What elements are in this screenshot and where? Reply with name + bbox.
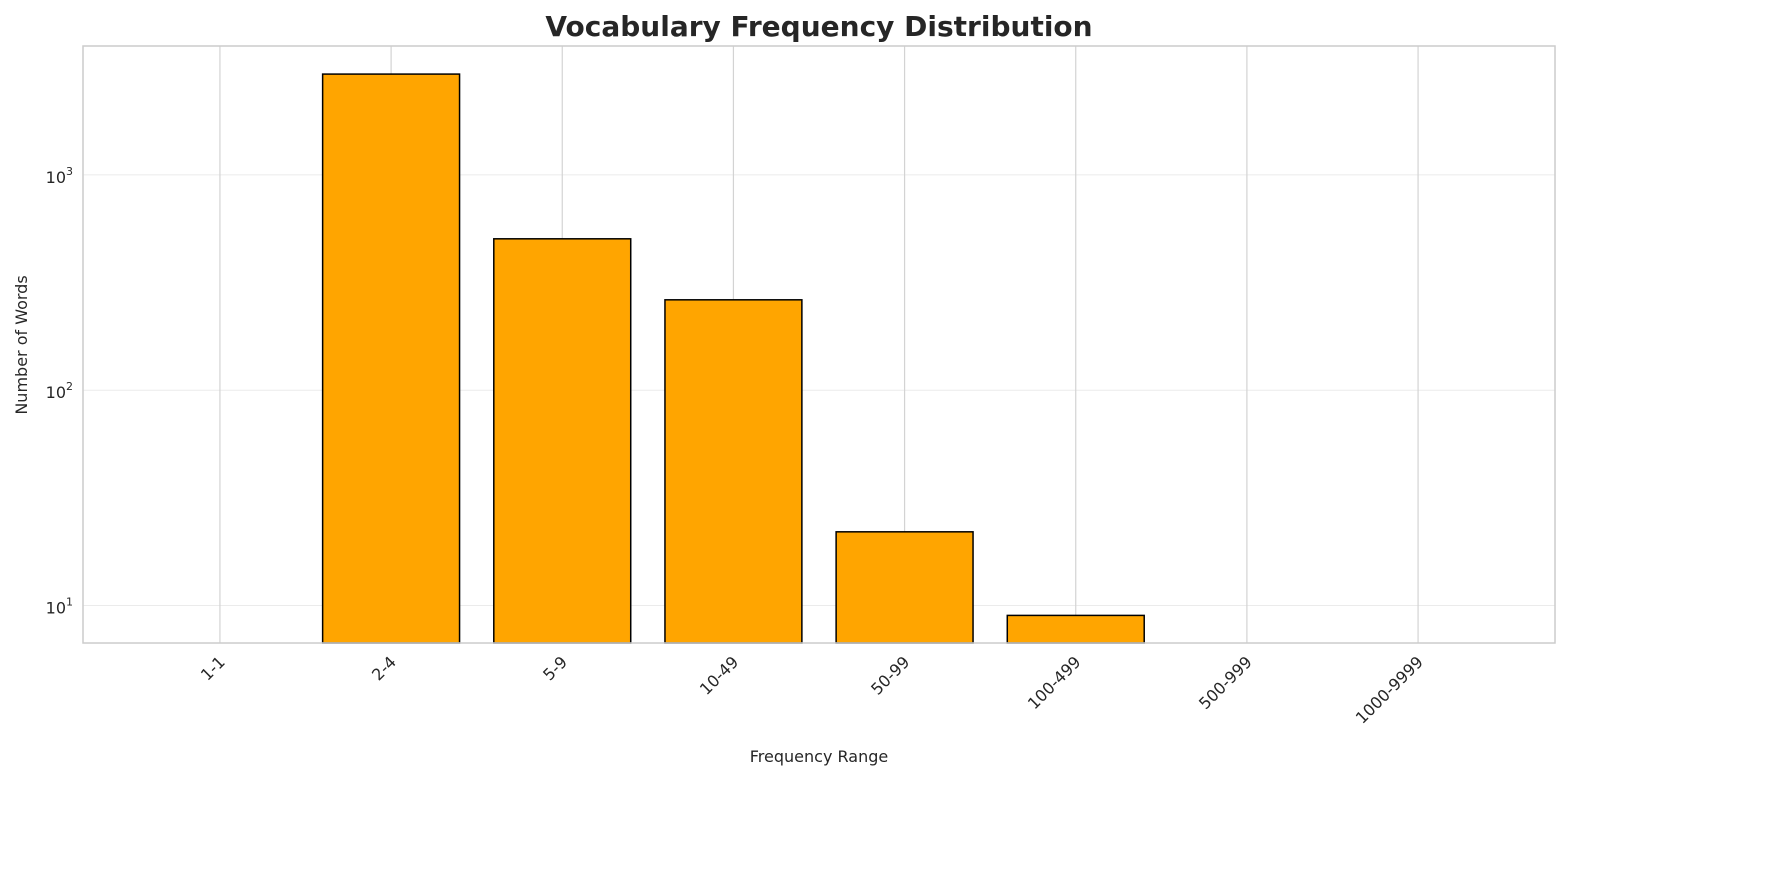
x-axis-label: Frequency Range <box>750 747 888 766</box>
x-tick-label: 2-4 <box>368 652 400 684</box>
x-tick-label: 1000-9999 <box>1352 652 1427 727</box>
chart-title: Vocabulary Frequency Distribution <box>545 10 1092 43</box>
y-axis-label: Number of Words <box>12 275 31 414</box>
bar-100-499 <box>1006 614 1145 644</box>
x-tick-label: 100-499 <box>1024 652 1085 713</box>
bar-2-4 <box>321 73 461 644</box>
y-tick-label: 102 <box>46 380 73 402</box>
x-tick-label: 500-999 <box>1195 652 1256 713</box>
plot-frame <box>82 45 1556 644</box>
x-tick-label: 5-9 <box>539 652 571 684</box>
x-tick-label: 1-1 <box>197 652 229 684</box>
x-tick-label: 50-99 <box>867 652 913 698</box>
y-tick-label: 101 <box>46 596 73 618</box>
y-tick-label: 103 <box>46 165 73 187</box>
bars <box>321 73 1145 644</box>
bar-10-49 <box>664 299 803 644</box>
bar-50-99 <box>835 531 974 644</box>
bar-5-9 <box>493 238 632 644</box>
grid <box>83 46 1555 643</box>
y-ticks: 101 102 103 <box>46 165 73 618</box>
x-tick-label: 10-49 <box>696 652 742 698</box>
x-ticks: 1-1 2-4 5-9 10-49 50-99 100-499 500-999 1000-99… <box>197 652 1427 727</box>
